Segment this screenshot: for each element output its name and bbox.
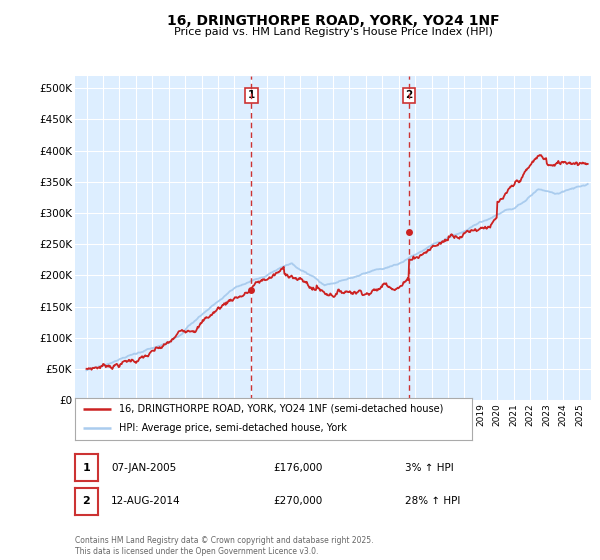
- Text: 16, DRINGTHORPE ROAD, YORK, YO24 1NF (semi-detached house): 16, DRINGTHORPE ROAD, YORK, YO24 1NF (se…: [119, 404, 443, 414]
- Text: 12-AUG-2014: 12-AUG-2014: [111, 496, 181, 506]
- Text: 16, DRINGTHORPE ROAD, YORK, YO24 1NF: 16, DRINGTHORPE ROAD, YORK, YO24 1NF: [167, 14, 499, 28]
- Text: 07-JAN-2005: 07-JAN-2005: [111, 463, 176, 473]
- Text: 2: 2: [405, 90, 413, 100]
- Text: 1: 1: [83, 463, 90, 473]
- Text: £176,000: £176,000: [273, 463, 322, 473]
- Text: 28% ↑ HPI: 28% ↑ HPI: [405, 496, 460, 506]
- Text: £270,000: £270,000: [273, 496, 322, 506]
- Text: 2: 2: [83, 496, 90, 506]
- Text: HPI: Average price, semi-detached house, York: HPI: Average price, semi-detached house,…: [119, 423, 347, 433]
- Text: Contains HM Land Registry data © Crown copyright and database right 2025.
This d: Contains HM Land Registry data © Crown c…: [75, 536, 373, 556]
- Text: 1: 1: [248, 90, 255, 100]
- Text: 3% ↑ HPI: 3% ↑ HPI: [405, 463, 454, 473]
- Text: Price paid vs. HM Land Registry's House Price Index (HPI): Price paid vs. HM Land Registry's House …: [173, 27, 493, 37]
